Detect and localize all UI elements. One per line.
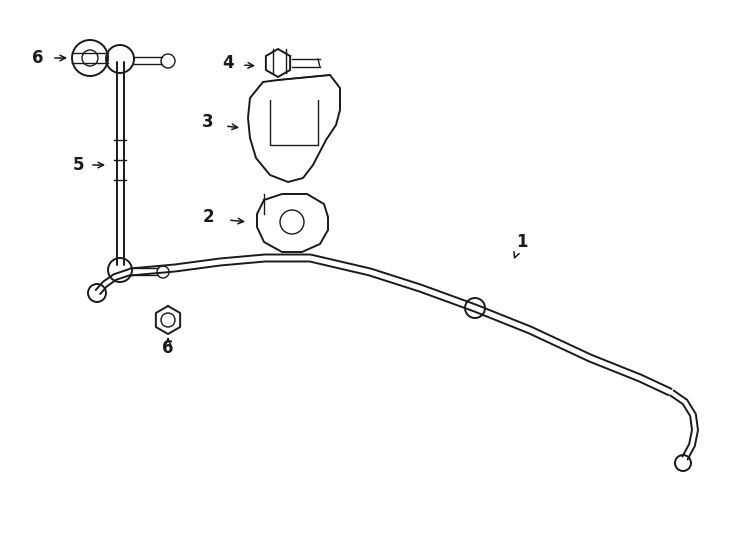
Text: 6: 6 <box>32 49 44 67</box>
Text: 3: 3 <box>202 113 214 131</box>
Text: 4: 4 <box>222 54 234 72</box>
Text: 2: 2 <box>202 208 214 226</box>
Text: 1: 1 <box>516 233 528 251</box>
Text: 5: 5 <box>72 156 84 174</box>
Text: 6: 6 <box>162 339 174 357</box>
